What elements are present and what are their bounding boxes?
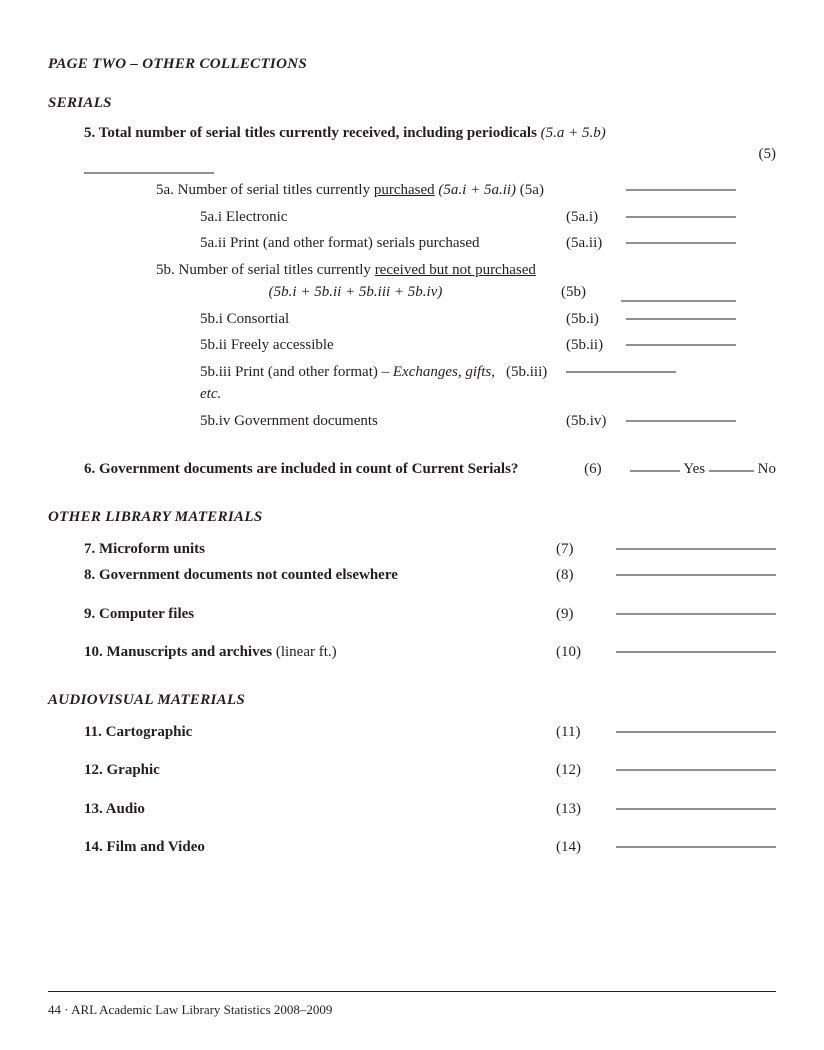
q10-blank[interactable] <box>616 641 776 655</box>
q5ai-row: 5a.i Electronic (5a.i) <box>48 206 776 229</box>
q7-num: (7) <box>550 538 616 561</box>
q14-label: 14. Film and Video <box>84 836 550 859</box>
q12-num: (12) <box>550 759 616 782</box>
q5bii-label: 5b.ii Freely accessible <box>200 334 560 357</box>
q5biv-label: 5b.iv Government documents <box>200 410 560 433</box>
q5aii-blank[interactable] <box>626 232 736 246</box>
q5a-row: 5a. Number of serial titles currently pu… <box>48 179 776 202</box>
q8-row: 8. Government documents not counted else… <box>48 564 776 587</box>
q5b-num: (5b) <box>555 281 621 304</box>
other-materials-header: OTHER LIBRARY MATERIALS <box>48 509 776 526</box>
q8-label: 8. Government documents not counted else… <box>84 564 550 587</box>
q11-blank[interactable] <box>616 721 776 735</box>
q5-blank[interactable] <box>84 165 776 175</box>
q5bi-blank[interactable] <box>626 308 736 322</box>
q5aii-num: (5a.ii) <box>560 232 626 255</box>
q14-num: (14) <box>550 836 616 859</box>
q9-label: 9. Computer files <box>84 603 550 626</box>
q5b-label: 5b. Number of serial titles currently re… <box>156 259 555 304</box>
q9-num: (9) <box>550 603 616 626</box>
q13-row: 13. Audio (13) <box>48 798 776 821</box>
av-header: AUDIOVISUAL MATERIALS <box>48 692 776 709</box>
q5biii-num: (5b.iii) <box>500 361 566 384</box>
q5bi-num: (5b.i) <box>560 308 626 331</box>
q9-blank[interactable] <box>616 603 776 617</box>
q11-label: 11. Cartographic <box>84 721 550 744</box>
q9-row: 9. Computer files (9) <box>48 603 776 626</box>
q5-row: 5. Total number of serial titles current… <box>48 122 776 175</box>
q11-row: 11. Cartographic (11) <box>48 721 776 744</box>
q10-row: 10. Manuscripts and archives (linear ft.… <box>48 641 776 664</box>
q5b-row: 5b. Number of serial titles currently re… <box>48 259 776 304</box>
q6-row: 6. Government documents are included in … <box>48 458 776 481</box>
page: PAGE TWO – OTHER COLLECTIONS SERIALS 5. … <box>0 0 824 1050</box>
q12-label: 12. Graphic <box>84 759 550 782</box>
q12-blank[interactable] <box>616 759 776 773</box>
q7-label: 7. Microform units <box>84 538 550 561</box>
q5ai-num: (5a.i) <box>560 206 626 229</box>
q14-row: 14. Film and Video (14) <box>48 836 776 859</box>
q5biv-blank[interactable] <box>626 410 736 424</box>
q5b-formula: (5b.i + 5b.ii + 5b.iii + 5b.iv) <box>269 284 443 300</box>
q13-label: 13. Audio <box>84 798 550 821</box>
q5ai-label: 5a.i Electronic <box>200 206 560 229</box>
serials-header: SERIALS <box>48 95 776 112</box>
q6-label: 6. Government documents are included in … <box>84 458 578 481</box>
q5-text: 5. Total number of serial titles current… <box>84 125 541 141</box>
q5bii-num: (5b.ii) <box>560 334 626 357</box>
footer-text: 44 · ARL Academic Law Library Statistics… <box>48 1002 332 1018</box>
q5bi-label: 5b.i Consortial <box>200 308 560 331</box>
q8-num: (8) <box>550 564 616 587</box>
q5bii-blank[interactable] <box>626 334 736 348</box>
q10-label: 10. Manuscripts and archives (linear ft.… <box>84 641 550 664</box>
q6-answer[interactable]: Yes No <box>630 458 776 481</box>
q8-blank[interactable] <box>616 564 776 578</box>
q12-row: 12. Graphic (12) <box>48 759 776 782</box>
q14-blank[interactable] <box>616 836 776 850</box>
q5a-blank[interactable] <box>626 179 736 193</box>
q13-num: (13) <box>550 798 616 821</box>
q13-blank[interactable] <box>616 798 776 812</box>
page-header: PAGE TWO – OTHER COLLECTIONS <box>48 56 776 73</box>
q5ai-blank[interactable] <box>626 206 736 220</box>
q10-num: (10) <box>550 641 616 664</box>
q11-num: (11) <box>550 721 616 744</box>
q5bii-row: 5b.ii Freely accessible (5b.ii) <box>48 334 776 357</box>
q5biv-num: (5b.iv) <box>560 410 626 433</box>
q6-num: (6) <box>578 458 630 481</box>
q7-blank[interactable] <box>616 538 776 552</box>
q5-num: (5) <box>759 146 777 162</box>
q5biii-blank[interactable] <box>566 361 676 375</box>
q7-row: 7. Microform units (7) <box>48 538 776 561</box>
q5a-label: 5a. Number of serial titles currently pu… <box>156 179 626 202</box>
q5b-blank[interactable] <box>621 290 736 304</box>
q5-formula: (5.a + 5.b) <box>541 125 606 141</box>
q5bi-row: 5b.i Consortial (5b.i) <box>48 308 776 331</box>
q5biv-row: 5b.iv Government documents (5b.iv) <box>48 410 776 433</box>
q5biii-row: 5b.iii Print (and other format) – Exchan… <box>48 361 776 406</box>
q5aii-label: 5a.ii Print (and other format) serials p… <box>200 232 560 255</box>
footer-rule <box>48 991 776 992</box>
q5biii-label: 5b.iii Print (and other format) – Exchan… <box>200 361 500 406</box>
q5aii-row: 5a.ii Print (and other format) serials p… <box>48 232 776 255</box>
